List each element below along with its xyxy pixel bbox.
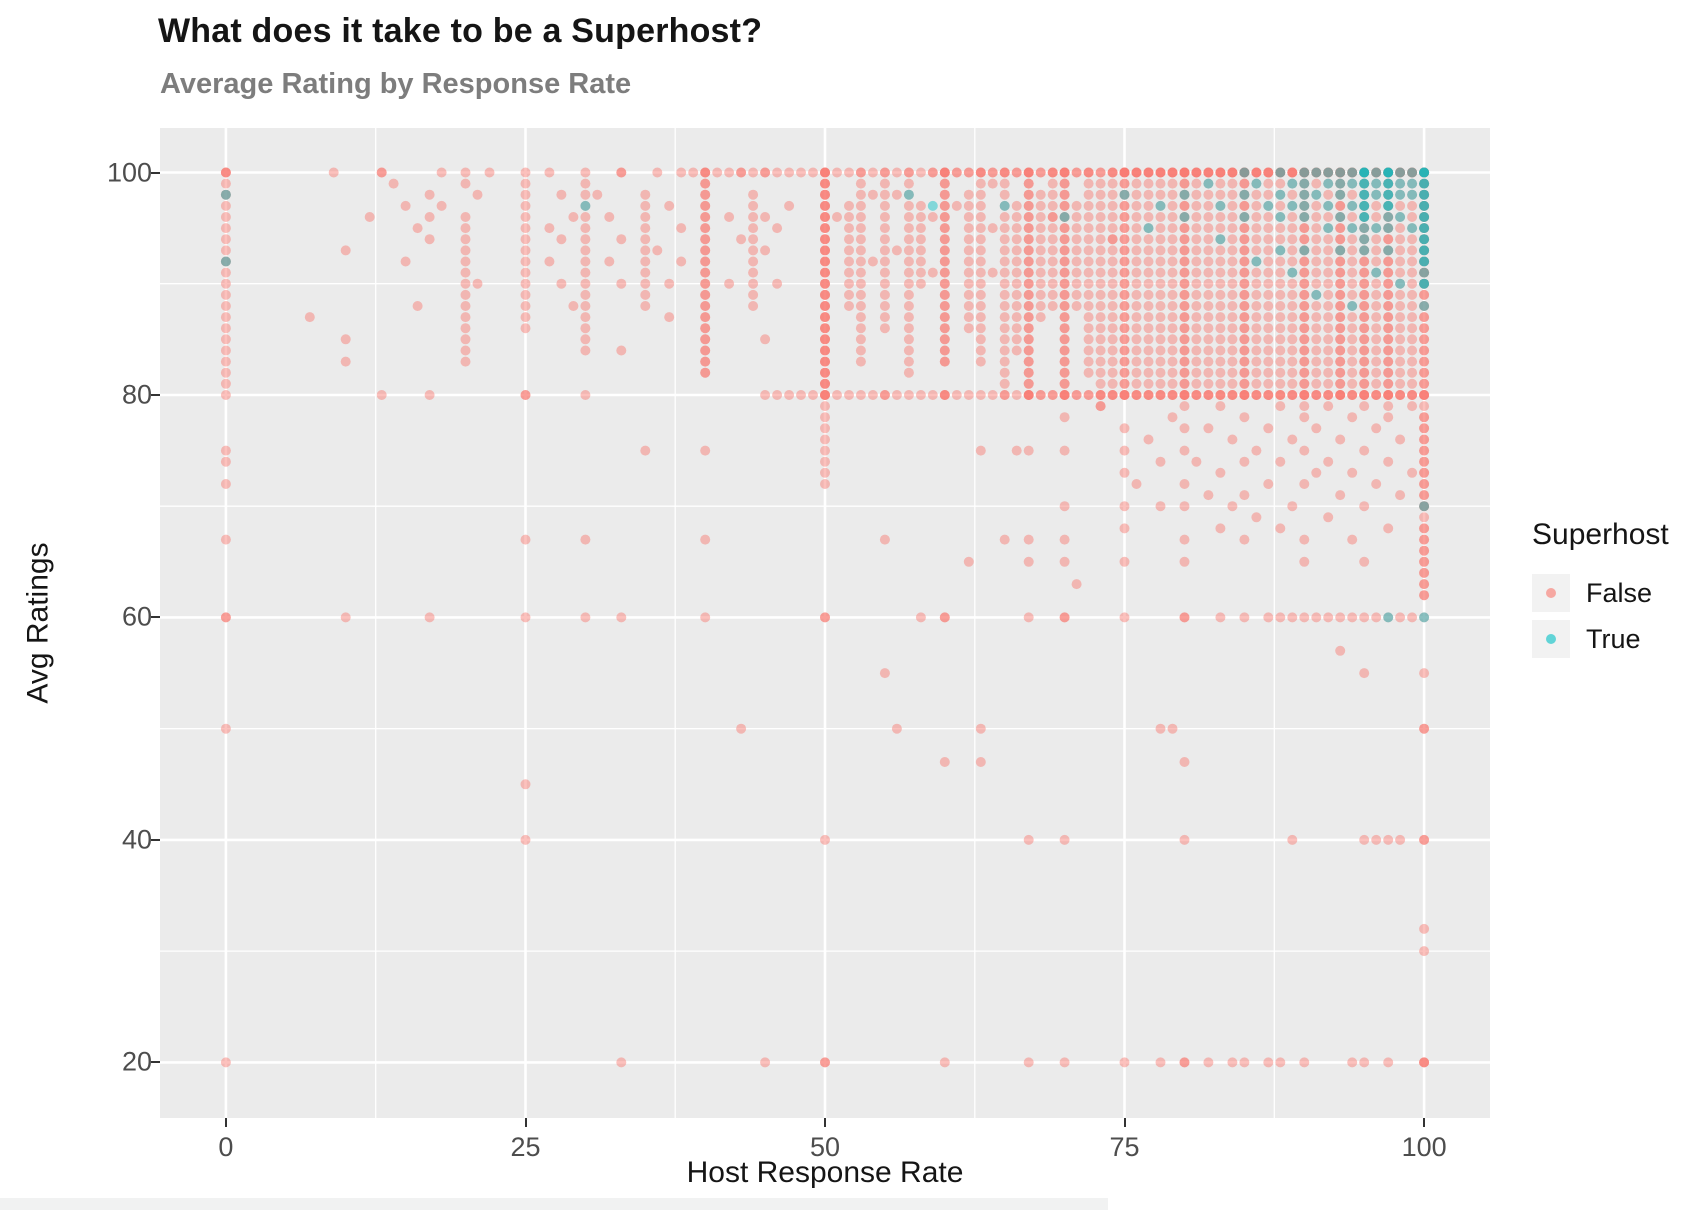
legend: Superhost False True xyxy=(1532,518,1669,666)
legend-label: True xyxy=(1586,623,1641,654)
plot-panel xyxy=(160,128,1490,1118)
legend-key xyxy=(1532,620,1570,658)
legend-item-true: True xyxy=(1532,620,1669,658)
legend-key xyxy=(1532,574,1570,612)
y-tick-mark xyxy=(151,171,160,174)
y-tick-label: 60 xyxy=(121,601,152,632)
y-tick-mark xyxy=(151,616,160,619)
x-tick-mark xyxy=(524,1118,527,1127)
y-tick-label: 100 xyxy=(106,157,152,187)
x-tick-label: 25 xyxy=(510,1132,541,1162)
x-tick-label: 0 xyxy=(218,1132,234,1162)
y-axis-title: Avg Ratings xyxy=(16,128,62,1118)
legend-point-icon xyxy=(1546,634,1556,644)
x-tick-mark xyxy=(824,1118,826,1127)
x-tick-label: 50 xyxy=(809,1132,841,1162)
y-axis-title-text: Avg Ratings xyxy=(22,542,55,704)
series-false-points xyxy=(220,167,1430,1068)
x-tick-mark xyxy=(224,1118,227,1127)
y-tick-mark xyxy=(151,394,160,396)
chart-title: What does it take to be a Superhost? xyxy=(158,12,763,50)
y-tick-label: 40 xyxy=(121,824,152,855)
legend-item-false: False xyxy=(1532,574,1669,612)
page-bottom-edge xyxy=(0,1198,1108,1210)
series-true-points xyxy=(220,167,1430,623)
y-tick-label: 20 xyxy=(121,1046,152,1077)
y-tick-mark xyxy=(151,838,160,841)
x-tick-label: 75 xyxy=(1109,1132,1140,1162)
legend-label: False xyxy=(1586,577,1653,608)
chart-subtitle: Average Rating by Response Rate xyxy=(160,68,632,100)
legend-point-icon xyxy=(1546,588,1556,598)
scatter-plot-canvas xyxy=(160,128,1490,1118)
x-tick-label: 100 xyxy=(1401,1132,1447,1162)
legend-title: Superhost xyxy=(1532,518,1669,551)
y-tick-label: 80 xyxy=(121,379,152,410)
legend-items: False True xyxy=(1532,574,1669,658)
x-axis-title: Host Response Rate xyxy=(686,1156,964,1189)
x-tick-mark xyxy=(1123,1118,1126,1127)
x-tick-mark xyxy=(1423,1118,1426,1127)
y-tick-mark xyxy=(151,1061,160,1064)
